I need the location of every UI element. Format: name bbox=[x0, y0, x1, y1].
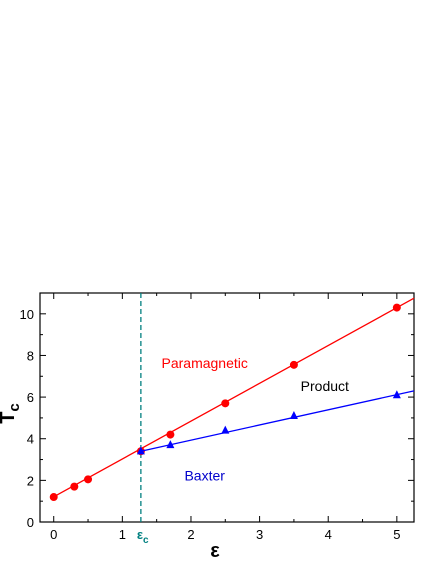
y-tick-label: 8 bbox=[27, 348, 34, 363]
y-tick-label: 2 bbox=[27, 473, 34, 488]
series-1-point bbox=[166, 440, 175, 449]
annotation-label: Paramagnetic bbox=[162, 355, 248, 371]
y-tick-label: 4 bbox=[27, 432, 34, 447]
series-1-point bbox=[136, 446, 145, 455]
series-0-point bbox=[392, 303, 401, 312]
plot-area: 0 1 2 3 4 50246810εcParamagneticProductBaxter… bbox=[0, 292, 415, 562]
x-tick-label: 1 bbox=[119, 527, 126, 542]
x-tick-label: 5 bbox=[393, 527, 400, 542]
y-tick-label: 6 bbox=[27, 390, 34, 405]
annotation-label: Product bbox=[301, 378, 349, 394]
y-axis-title-group: Tc bbox=[0, 403, 23, 424]
y-axis-title: Tc bbox=[0, 403, 23, 424]
y-tick-label: 10 bbox=[20, 307, 34, 322]
x-axis-title: ε bbox=[210, 540, 220, 562]
y-axis-title-sub: c bbox=[6, 403, 23, 411]
annotation-label: Baxter bbox=[184, 467, 225, 483]
series-0-point bbox=[49, 493, 58, 502]
plot-frame bbox=[39, 292, 415, 523]
series-1-point bbox=[221, 425, 230, 434]
series-1-point bbox=[289, 411, 298, 420]
series-1-fit-line bbox=[140, 390, 415, 452]
critical-label-sub: c bbox=[143, 535, 149, 546]
series-0-point bbox=[221, 399, 230, 408]
y-tick-label: 0 bbox=[27, 515, 34, 530]
series-0-point bbox=[289, 360, 298, 369]
x-tick-label: 2 bbox=[187, 527, 194, 542]
series-0-fit-line bbox=[49, 297, 415, 500]
critical-label: εc bbox=[137, 527, 149, 546]
series-0-point bbox=[84, 475, 93, 484]
x-tick-label: 3 bbox=[256, 527, 263, 542]
series-0-point bbox=[166, 430, 175, 439]
x-tick-label: 0 bbox=[50, 527, 57, 542]
x-tick-label: 4 bbox=[325, 527, 332, 542]
series-0-point bbox=[70, 482, 79, 491]
series-1-point bbox=[392, 390, 401, 399]
